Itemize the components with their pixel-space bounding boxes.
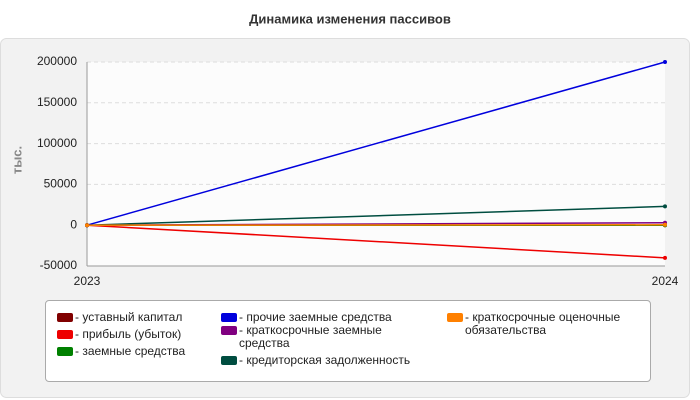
legend-label: - прочие заемные средства [239, 310, 392, 324]
legend-item: - прочие заемные средства [221, 311, 421, 324]
y-tick-label: 0 [70, 217, 77, 231]
y-tick-label: 50000 [44, 177, 78, 191]
y-axis-label: тыс. [9, 146, 24, 174]
legend-item: - прибыль (убыток) [57, 328, 207, 341]
legend: - уставный капитал - прибыль (убыток) - за… [45, 300, 651, 382]
series-line [86, 205, 666, 226]
legend-label: - прибыль (убыток) [75, 327, 182, 341]
plot-area [87, 62, 665, 266]
legend-swatch [447, 313, 463, 322]
legend-label: - краткосрочные оценочные обязательства [465, 310, 621, 337]
y-tick-label: 150000 [37, 95, 77, 109]
legend-swatch [57, 347, 73, 356]
series-line [86, 61, 666, 226]
legend-label: - кредиторская задолженность [239, 353, 411, 367]
x-tick-label: 2023 [74, 274, 101, 288]
y-tick-label: -50000 [40, 258, 78, 272]
point [663, 255, 667, 260]
legend-swatch [57, 330, 73, 339]
chart-title: Динамика изменения пассивов [249, 11, 451, 26]
legend-item: - уставный капитал [57, 311, 207, 324]
point [663, 222, 667, 227]
y-tick-label: 100000 [37, 136, 77, 150]
legend-item: - краткосрочные оценочные обязательства [447, 311, 647, 337]
legend-item: - заемные средства [57, 345, 207, 358]
series-line [86, 224, 666, 259]
legend-item: - краткосрочные заемные средства [221, 324, 421, 350]
legend-swatch [221, 313, 237, 322]
point [85, 223, 89, 228]
legend-item: - кредиторская задолженность [221, 354, 441, 367]
legend-label: - уставный капитал [75, 310, 183, 324]
point [663, 204, 667, 209]
legend-swatch [221, 356, 237, 365]
legend-swatch [221, 326, 237, 335]
point [663, 60, 667, 64]
legend-swatch [57, 313, 73, 322]
x-tick-label: 2024 [652, 274, 679, 288]
legend-label: - краткосрочные заемные средства [239, 323, 382, 350]
legend-label: - заемные средства [75, 344, 186, 358]
y-tick-label: 200000 [37, 54, 77, 68]
